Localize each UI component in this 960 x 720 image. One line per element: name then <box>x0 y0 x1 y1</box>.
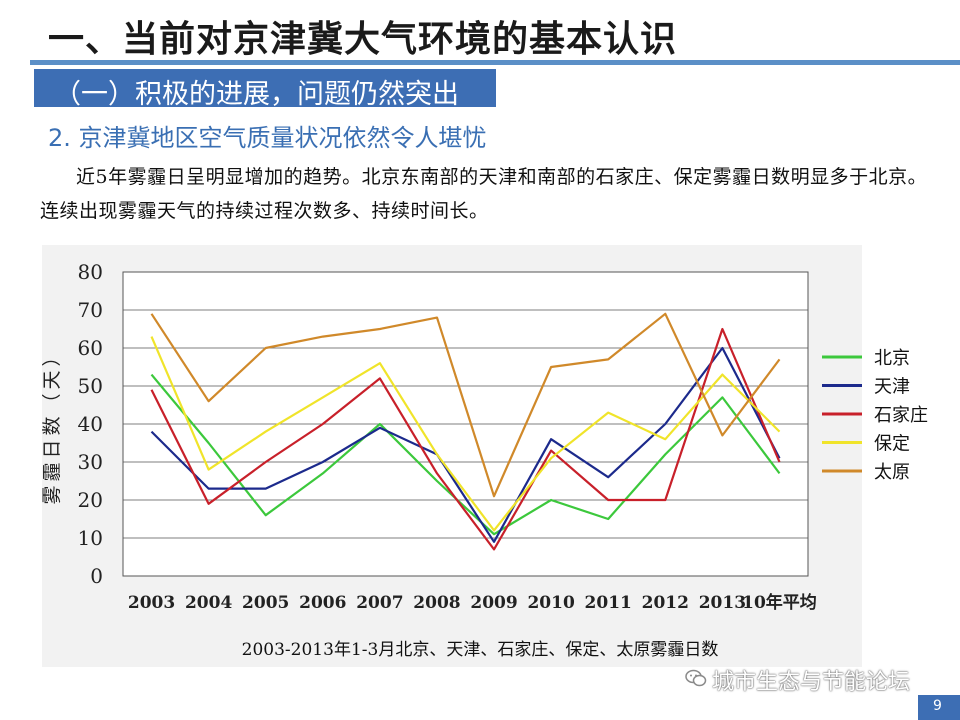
y-tick-label: 10 <box>78 526 103 550</box>
y-axis-label: 雾霾日数（天） <box>41 343 63 504</box>
page-number-badge: 9 <box>918 695 960 720</box>
section-banner: （一）积极的进展，问题仍然突出 <box>34 69 496 110</box>
x-tick-label: 2008 <box>413 593 460 613</box>
series-line-天津 <box>150 346 781 543</box>
legend-label: 北京 <box>874 348 910 369</box>
y-tick-label: 40 <box>78 412 103 436</box>
x-tick-label: 2013 <box>699 593 746 613</box>
x-tick-label: 2009 <box>470 593 517 613</box>
page-number: 9 <box>933 698 942 714</box>
wechat-icon <box>685 669 707 687</box>
y-tick-label: 0 <box>90 564 103 588</box>
y-tick-label: 30 <box>78 450 103 474</box>
x-tick-label: 2007 <box>356 593 403 613</box>
x-tick-label: 2003 <box>128 593 175 613</box>
legend-label: 太原 <box>874 462 910 483</box>
body-paragraph: 近5年雾霾日呈明显增加的趋势。北京东南部的天津和南部的石家庄、保定雾霾日数明显多… <box>40 166 928 222</box>
y-tick-label: 60 <box>78 336 103 360</box>
legend-label: 石家庄 <box>874 405 928 426</box>
chart-caption: 2003-2013年1-3月北京、天津、石家庄、保定、太原雾霾日数 <box>241 640 719 660</box>
legend-label: 保定 <box>874 434 910 455</box>
x-tick-label: 2005 <box>242 593 289 613</box>
series-line-太原 <box>150 312 781 498</box>
x-tick-label: 10年平均 <box>742 592 817 613</box>
x-tick-label: 2004 <box>185 593 232 613</box>
x-tick-label: 2006 <box>299 593 346 613</box>
x-tick-label: 2010 <box>527 593 574 613</box>
subheading: 2. 京津冀地区空气质量状况依然令人堪忧 <box>48 124 487 152</box>
x-tick-label: 2012 <box>642 593 689 613</box>
y-tick-label: 80 <box>78 260 103 284</box>
title-underline <box>30 60 960 65</box>
y-tick-label: 20 <box>78 488 103 512</box>
y-tick-label: 70 <box>78 298 103 322</box>
series-line-石家庄 <box>150 327 781 551</box>
series-line-保定 <box>150 336 781 532</box>
section-banner-label: （一）积极的进展，问题仍然突出 <box>54 79 459 110</box>
footer-brand-text: 城市生态与节能论坛 <box>712 670 911 695</box>
x-tick-label: 2011 <box>585 593 632 613</box>
series-line-北京 <box>150 373 781 536</box>
slide-title: 一、当前对京津冀大气环境的基本认识 <box>48 19 678 60</box>
y-tick-label: 50 <box>78 374 103 398</box>
legend-label: 天津 <box>874 377 910 398</box>
